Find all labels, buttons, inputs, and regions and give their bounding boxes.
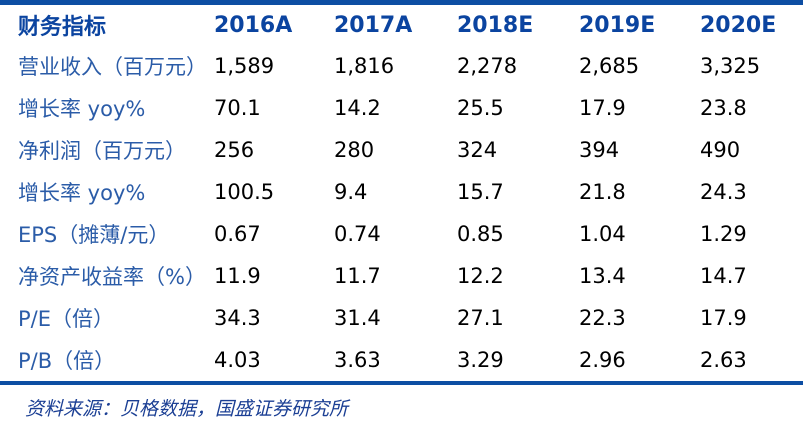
column-header-2016a: 2016A xyxy=(214,12,293,38)
table-cell: 25.5 xyxy=(457,96,504,120)
table-cell: 17.9 xyxy=(579,96,626,120)
row-label: 净资产收益率（%） xyxy=(18,265,206,289)
column-header-2019e: 2019E xyxy=(579,12,656,38)
table-cell: 2,278 xyxy=(457,54,518,78)
table-cell: 280 xyxy=(334,138,375,162)
table-row: 增长率 yoy% 70.1 14.2 25.5 17.9 23.8 xyxy=(18,87,803,129)
table-cell: 12.2 xyxy=(457,264,504,288)
table-cell: 490 xyxy=(700,138,741,162)
table-cell: 1.04 xyxy=(579,222,626,246)
table-cell: 2.63 xyxy=(700,348,747,372)
top-rule xyxy=(0,0,803,5)
row-label: 营业收入（百万元） xyxy=(18,55,207,79)
row-label: P/E（倍） xyxy=(18,307,115,331)
table-row: 净利润（百万元） 256 280 324 394 490 xyxy=(18,129,803,171)
table-row: P/E（倍） 34.3 31.4 27.1 22.3 17.9 xyxy=(18,297,803,339)
table-cell: 3.29 xyxy=(457,348,504,372)
table-cell: 256 xyxy=(214,138,255,162)
table-cell: 70.1 xyxy=(214,96,261,120)
column-header-2018e: 2018E xyxy=(457,12,534,38)
column-header-2017a: 2017A xyxy=(334,12,413,38)
table-cell: 394 xyxy=(579,138,620,162)
table-row: 增长率 yoy% 100.5 9.4 15.7 21.8 24.3 xyxy=(18,171,803,213)
table-cell: 15.7 xyxy=(457,180,504,204)
row-label: EPS（摊薄/元） xyxy=(18,223,170,247)
table-row: P/B（倍） 4.03 3.63 3.29 2.96 2.63 xyxy=(18,339,803,381)
row-label: P/B（倍） xyxy=(18,349,116,373)
table-cell: 24.3 xyxy=(700,180,747,204)
table-cell: 4.03 xyxy=(214,348,261,372)
table-row: 净资产收益率（%） 11.9 11.7 12.2 13.4 14.7 xyxy=(18,255,803,297)
table-cell: 17.9 xyxy=(700,306,747,330)
table-cell: 21.8 xyxy=(579,180,626,204)
table-cell: 0.85 xyxy=(457,222,504,246)
table-cell: 0.74 xyxy=(334,222,381,246)
table-cell: 34.3 xyxy=(214,306,261,330)
table-cell: 11.7 xyxy=(334,264,381,288)
table-cell: 31.4 xyxy=(334,306,381,330)
table-cell: 324 xyxy=(457,138,498,162)
table-cell: 1,589 xyxy=(214,54,275,78)
table-cell: 3,325 xyxy=(700,54,761,78)
table-cell: 14.7 xyxy=(700,264,747,288)
source-note: 资料来源：贝格数据，国盛证券研究所 xyxy=(25,398,349,420)
row-label: 净利润（百万元） xyxy=(18,139,186,163)
table-cell: 3.63 xyxy=(334,348,381,372)
source-footer: 资料来源：贝格数据，国盛证券研究所 xyxy=(0,385,803,421)
row-label: 增长率 yoy% xyxy=(18,97,146,121)
table-body: 营业收入（百万元） 1,589 1,816 2,278 2,685 3,325 … xyxy=(18,45,803,381)
table-cell: 1,816 xyxy=(334,54,395,78)
table-cell: 0.67 xyxy=(214,222,261,246)
table-cell: 14.2 xyxy=(334,96,381,120)
table-cell: 11.9 xyxy=(214,264,261,288)
header-label: 财务指标 xyxy=(18,15,107,40)
table-cell: 27.1 xyxy=(457,306,504,330)
table-cell: 13.4 xyxy=(579,264,626,288)
table-header-row: 财务指标 2016A 2017A 2018E 2019E 2020E xyxy=(18,5,803,45)
table-row: 营业收入（百万元） 1,589 1,816 2,278 2,685 3,325 xyxy=(18,45,803,87)
table-cell: 1.29 xyxy=(700,222,747,246)
row-label: 增长率 yoy% xyxy=(18,181,146,205)
table-cell: 100.5 xyxy=(214,180,275,204)
bottom-rule xyxy=(0,381,803,385)
table-cell: 2,685 xyxy=(579,54,640,78)
table-cell: 9.4 xyxy=(334,180,368,204)
column-header-2020e: 2020E xyxy=(700,12,777,38)
table-cell: 22.3 xyxy=(579,306,626,330)
table-cell: 2.96 xyxy=(579,348,626,372)
table-cell: 23.8 xyxy=(700,96,747,120)
financial-indicators-table: 财务指标 2016A 2017A 2018E 2019E 2020E 营业收入（… xyxy=(0,5,803,381)
table-row: EPS（摊薄/元） 0.67 0.74 0.85 1.04 1.29 xyxy=(18,213,803,255)
